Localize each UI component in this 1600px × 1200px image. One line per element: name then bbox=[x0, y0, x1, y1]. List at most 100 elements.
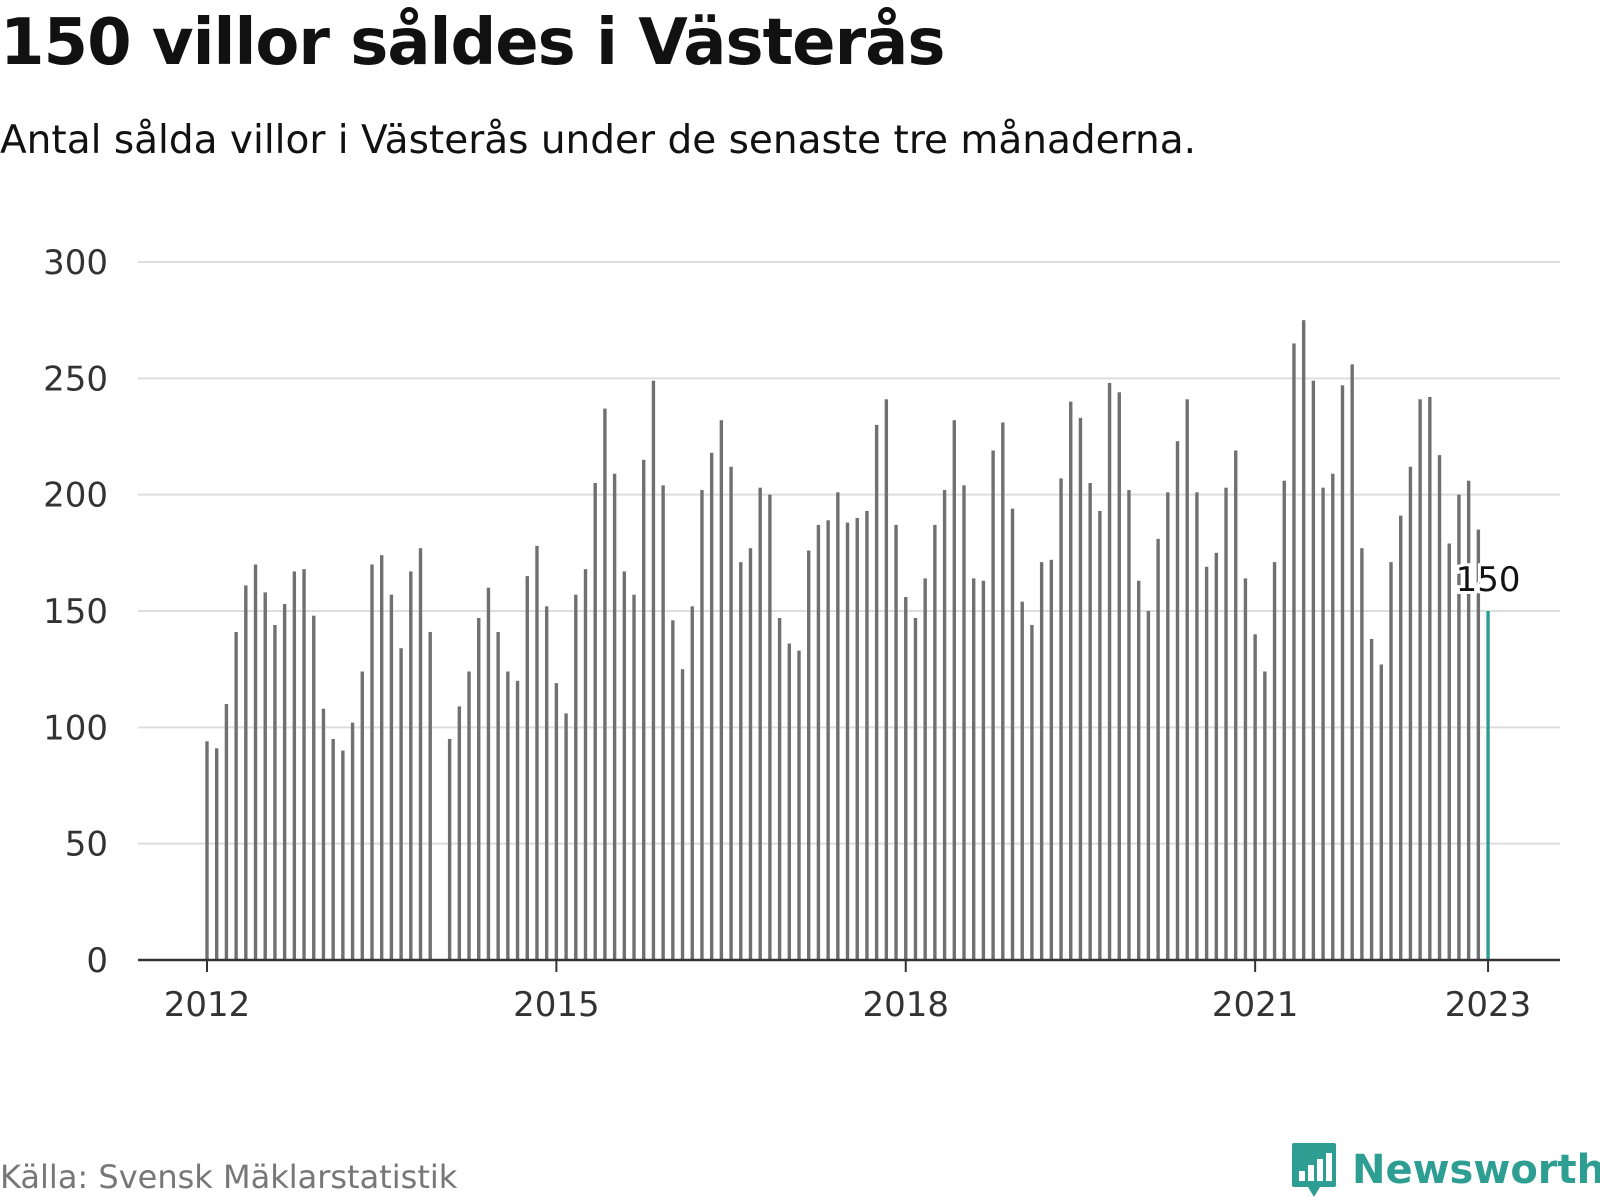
bar bbox=[758, 487, 762, 960]
bar bbox=[1437, 455, 1442, 960]
bar bbox=[1069, 401, 1073, 961]
bar bbox=[1311, 380, 1316, 960]
brand-logo: Newsworthy bbox=[1290, 1140, 1600, 1200]
bar bbox=[777, 617, 782, 960]
bar bbox=[690, 606, 694, 960]
bar bbox=[244, 585, 248, 960]
bar bbox=[1117, 392, 1121, 960]
bar bbox=[215, 748, 219, 960]
bar bbox=[428, 631, 432, 960]
highlight-value-label: 150 bbox=[1456, 560, 1521, 600]
bar bbox=[739, 562, 743, 960]
y-tick-label: 150 bbox=[43, 592, 108, 632]
bar bbox=[370, 564, 374, 960]
bar bbox=[1476, 529, 1481, 960]
bar bbox=[1369, 638, 1374, 960]
chart-title: 150 villor såldes i Västerås bbox=[0, 6, 945, 80]
bar bbox=[612, 473, 617, 960]
bar bbox=[952, 420, 956, 960]
bar bbox=[1379, 664, 1384, 960]
bar bbox=[671, 620, 675, 960]
bar bbox=[282, 604, 287, 960]
bar bbox=[457, 706, 462, 960]
bar bbox=[1399, 515, 1403, 960]
bar bbox=[486, 587, 491, 960]
bar bbox=[729, 466, 733, 960]
bar bbox=[971, 578, 976, 960]
y-tick-label: 250 bbox=[43, 359, 108, 399]
bar bbox=[1049, 559, 1054, 960]
bar bbox=[1243, 578, 1248, 960]
bar bbox=[1292, 343, 1296, 960]
bar bbox=[1466, 480, 1471, 960]
bar bbox=[1098, 510, 1102, 960]
y-axis-tick-labels: 0 50 100 150 200 250 300 bbox=[43, 243, 108, 981]
bar bbox=[661, 485, 665, 960]
bar bbox=[1447, 543, 1451, 960]
bar bbox=[1360, 548, 1364, 960]
bar bbox=[273, 624, 277, 960]
bar bbox=[292, 571, 297, 960]
bar bbox=[418, 548, 423, 960]
bar bbox=[564, 713, 568, 960]
bar bbox=[224, 704, 229, 960]
bar bbox=[855, 517, 859, 960]
bars bbox=[205, 320, 1490, 961]
bar bbox=[680, 669, 685, 960]
bar bbox=[1340, 385, 1345, 960]
bar bbox=[1001, 422, 1005, 960]
bar bbox=[1234, 450, 1238, 960]
bar bbox=[874, 424, 879, 960]
bar bbox=[651, 380, 656, 960]
chart-subtitle: Antal sålda villor i Västerås under de s… bbox=[0, 118, 1197, 163]
bar bbox=[379, 555, 384, 960]
x-tick-label: 2015 bbox=[513, 985, 600, 1025]
x-tick-label: 2021 bbox=[1212, 985, 1299, 1025]
bar bbox=[447, 738, 452, 960]
bar bbox=[253, 564, 258, 960]
bar bbox=[1331, 473, 1335, 960]
bar bbox=[904, 597, 908, 960]
bar bbox=[933, 524, 937, 960]
bar bbox=[826, 520, 830, 960]
bar bbox=[312, 615, 316, 960]
y-tick-label: 100 bbox=[43, 708, 108, 748]
brand-name: Newsworthy bbox=[1352, 1147, 1600, 1193]
bar bbox=[709, 452, 714, 960]
bar bbox=[1195, 492, 1199, 960]
bar bbox=[1088, 483, 1092, 960]
bar bbox=[1204, 566, 1209, 960]
bar bbox=[554, 683, 559, 960]
bar bbox=[1010, 508, 1015, 960]
bar bbox=[1107, 382, 1112, 960]
bar bbox=[1185, 399, 1189, 961]
bar bbox=[506, 671, 510, 960]
bar bbox=[477, 617, 481, 960]
bar bbox=[1486, 611, 1490, 960]
bar bbox=[360, 671, 364, 960]
bar bbox=[894, 524, 898, 960]
bar bbox=[1418, 399, 1422, 961]
bar bbox=[1059, 478, 1063, 960]
bar bbox=[467, 671, 471, 960]
bar bbox=[1282, 480, 1286, 960]
bar bbox=[942, 490, 947, 960]
x-axis: 2012 2015 2018 2021 2023 bbox=[138, 958, 1560, 1025]
bar bbox=[515, 680, 520, 960]
bar bbox=[642, 459, 646, 960]
bar bbox=[331, 738, 335, 960]
bar bbox=[1321, 487, 1325, 960]
bar bbox=[865, 510, 869, 960]
bar bbox=[205, 741, 209, 960]
bar bbox=[748, 548, 753, 960]
bar bbox=[1263, 671, 1267, 960]
bar bbox=[544, 606, 549, 960]
bar bbox=[923, 578, 927, 960]
y-tick-label: 50 bbox=[65, 825, 108, 865]
bar bbox=[1389, 562, 1393, 960]
bar bbox=[341, 750, 345, 960]
bar bbox=[787, 643, 791, 960]
bar bbox=[399, 648, 403, 960]
bar bbox=[1127, 490, 1131, 960]
